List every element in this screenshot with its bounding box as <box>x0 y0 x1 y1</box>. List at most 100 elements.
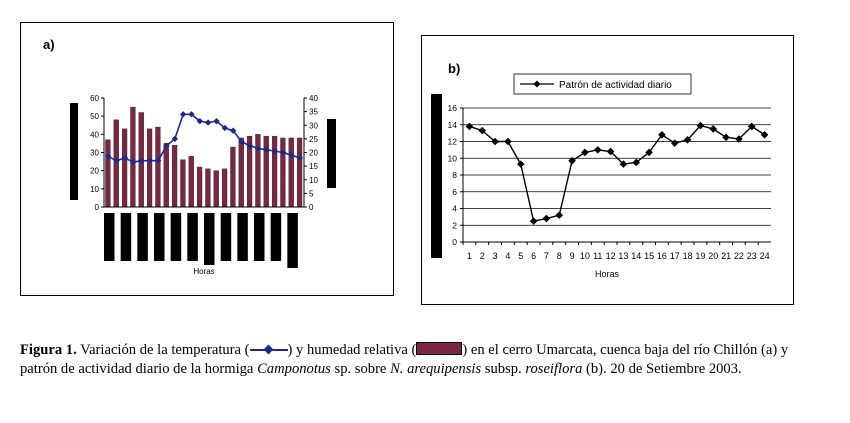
temperature-point <box>104 153 112 160</box>
chart-b-x-tick-label: 7 <box>544 251 549 261</box>
chart-a-left-tick-label: 40 <box>90 130 99 139</box>
humidity-bar <box>155 126 161 208</box>
chart-b-y-tick-label: 8 <box>452 170 457 180</box>
activity-point <box>606 147 615 156</box>
temperature-legend-symbol <box>249 345 288 355</box>
caption-label: Figura 1. <box>20 342 77 358</box>
chart-a-x-tick-label-block <box>254 213 265 261</box>
activity-point <box>722 133 730 142</box>
chart-b: b)Patrón de actividad diario024681012141… <box>431 61 771 279</box>
chart-b-x-tick-label: 19 <box>695 251 705 261</box>
humidity-bar <box>280 137 286 208</box>
activity-point <box>529 217 538 225</box>
chart-b-x-tick-label: 2 <box>480 251 485 261</box>
chart-b-x-tick-label: 15 <box>644 251 654 261</box>
temperature-point <box>204 119 212 126</box>
chart-a-x-tick-label-block <box>187 213 198 261</box>
humidity-bar <box>121 128 128 208</box>
chart-a-panel: a) 0 10 20 30 40 50 60 0 5 10 15 20 25 30 35 40 Horas <box>20 22 394 296</box>
chart-b-x-tick-label: 4 <box>505 251 510 261</box>
chart-a-x-tick-label-block <box>204 213 215 265</box>
chart-a-right-tick-label: 15 <box>309 162 318 171</box>
chart-b-panel-label: b) <box>448 61 460 76</box>
chart-b-panel: b) Patrón de actividad diario 0 2 4 6 8 10 12 14 1… <box>421 35 794 305</box>
chart-a-x-tick-label-block <box>220 213 232 261</box>
chart-b-y-tick-label: 4 <box>452 204 457 214</box>
temperature-point <box>163 142 170 149</box>
activity-point <box>645 148 653 157</box>
chart-a-right-tick-label: 25 <box>309 135 318 144</box>
chart-b-x-tick-label: 1 <box>467 251 472 261</box>
chart-a-right-tick-label: 35 <box>309 108 318 117</box>
chart-b-x-tick-label: 17 <box>670 251 680 261</box>
activity-point <box>568 156 576 165</box>
chart-b-x-tick-label: 3 <box>493 251 498 261</box>
humidity-bar <box>230 146 236 208</box>
activity-point <box>593 146 602 154</box>
chart-b-y-tick-label: 14 <box>448 120 458 130</box>
humidity-bar <box>130 106 136 208</box>
chart-b-x-tick-label: 12 <box>606 251 616 261</box>
activity-point <box>504 137 512 146</box>
humidity-bar <box>255 134 261 208</box>
temperature-point <box>179 111 187 118</box>
humidity-bar <box>213 170 219 208</box>
humidity-legend-symbol <box>416 342 463 355</box>
activity-point <box>619 160 628 168</box>
humidity-bar <box>271 135 278 208</box>
chart-b-y-tick-label: 16 <box>448 103 458 113</box>
temperature-point <box>288 152 295 159</box>
humidity-bar <box>105 139 111 208</box>
chart-b-x-tick-label: 18 <box>683 251 693 261</box>
humidity-bar <box>221 168 228 208</box>
chart-b-y-tick-label: 0 <box>452 237 457 247</box>
chart-a-left-tick-label: 10 <box>90 185 99 194</box>
activity-point <box>760 131 769 139</box>
humidity-bar <box>188 155 194 208</box>
chart-a-left-tick-label: 30 <box>90 149 99 158</box>
chart-b-y-tick-label: 12 <box>448 137 458 147</box>
humidity-bar <box>146 128 153 208</box>
chart-a-x-tick-label-block <box>120 213 132 261</box>
chart-b-y-tick-label: 10 <box>448 153 458 163</box>
chart-a-right-legend-block <box>327 119 336 188</box>
humidity-bar <box>180 159 186 208</box>
humidity-bar <box>296 137 303 208</box>
activity-point <box>465 122 474 131</box>
activity-point <box>683 136 692 144</box>
chart-b-legend-label: Patrón de actividad diario <box>559 80 672 91</box>
temperature-line <box>107 113 301 163</box>
caption-plant: N. arequipensis <box>390 360 482 377</box>
chart-b-x-tick-label: 9 <box>570 251 575 261</box>
chart-b-x-tick-label: 23 <box>747 251 757 261</box>
chart-b-x-tick-label: 13 <box>618 251 628 261</box>
temperature-point <box>146 157 154 164</box>
chart-a-left-tick-label: 0 <box>95 203 100 212</box>
chart-b-y-tick-label: 6 <box>452 187 457 197</box>
humidity-bar <box>171 145 178 208</box>
activity-point <box>542 214 551 223</box>
chart-a-x-tick-label-block <box>170 213 182 261</box>
temperature-point <box>138 157 145 164</box>
caption-text-4: sp. sobre <box>330 360 391 377</box>
chart-b-legend-marker <box>533 80 541 88</box>
chart-a-right-tick-label: 0 <box>309 203 314 212</box>
activity-point <box>581 148 589 157</box>
chart-a-right-tick-label: 5 <box>309 189 314 198</box>
temperature-point <box>154 157 162 164</box>
humidity-bar <box>288 137 294 208</box>
chart-a-x-axis-title: Horas <box>193 267 214 276</box>
chart-b-x-tick-label: 5 <box>518 251 523 261</box>
chart-a-left-legend-block <box>70 103 78 200</box>
chart-b-x-tick-label: 14 <box>631 251 641 261</box>
chart-a-left-tick-label: 20 <box>90 167 99 176</box>
chart-a-right-tick-label: 10 <box>309 176 318 185</box>
activity-point <box>709 125 718 133</box>
temperature-point <box>196 117 204 125</box>
temperature-point <box>263 146 270 153</box>
chart-a: a) 0 10 20 30 40 50 60 0 5 10 15 20 25 30 35 40 Horas <box>43 37 336 276</box>
chart-a-x-tick-label-block <box>237 213 248 261</box>
chart-a-x-tick-label-block <box>104 213 115 261</box>
activity-line <box>469 124 765 222</box>
chart-b-x-axis-title: Horas <box>595 269 620 279</box>
